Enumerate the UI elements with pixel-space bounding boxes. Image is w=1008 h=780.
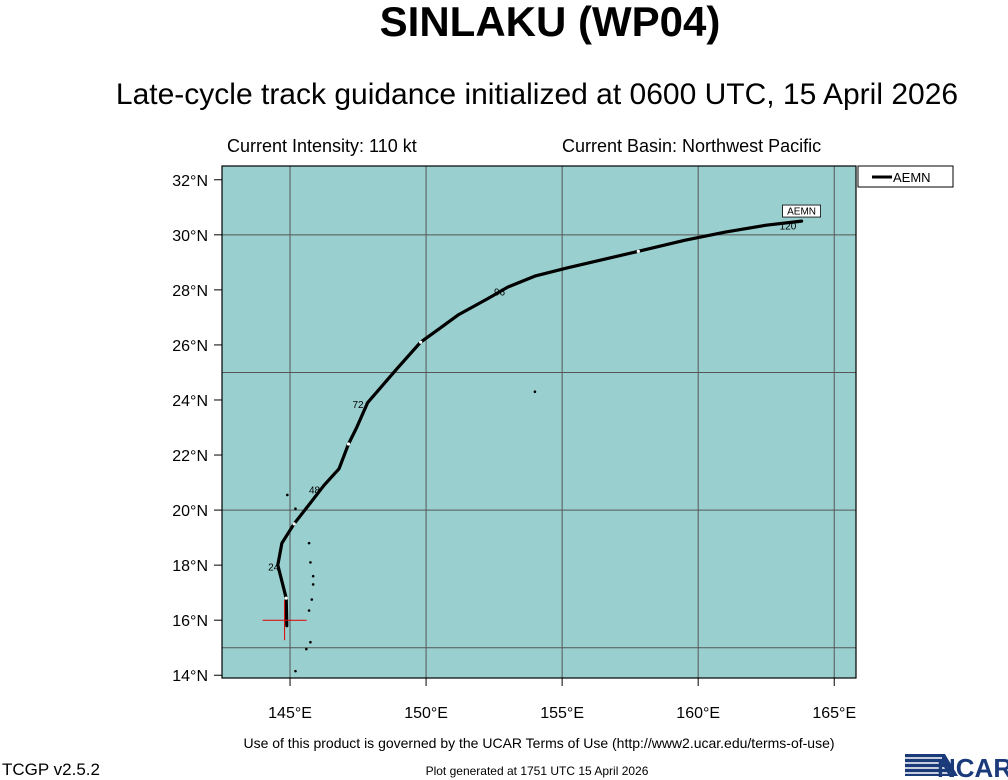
y-tick-label: 14°N bbox=[172, 668, 208, 685]
legend-label: AEMN bbox=[893, 170, 931, 185]
current-position-layer bbox=[262, 600, 307, 641]
grid-lines bbox=[222, 166, 856, 678]
forecast-hour-label: 24 bbox=[268, 563, 280, 574]
track-marker bbox=[636, 249, 640, 253]
island bbox=[294, 507, 297, 511]
ocean-background bbox=[222, 166, 856, 678]
y-tick-label: 20°N bbox=[172, 503, 208, 520]
y-tick-label: 22°N bbox=[172, 448, 208, 465]
current-basin: Current Basin: Northwest Pacific bbox=[562, 136, 821, 156]
ncar-logo-mark bbox=[905, 754, 958, 776]
island bbox=[311, 583, 315, 586]
island bbox=[309, 640, 312, 644]
x-tick-label: 155°E bbox=[540, 705, 584, 722]
x-tick-label: 145°E bbox=[268, 705, 312, 722]
legend: AEMN bbox=[857, 165, 954, 188]
forecast-hour-label: 48 bbox=[309, 486, 321, 497]
forecast-hour-label: 72 bbox=[352, 400, 364, 411]
islands-layer bbox=[286, 390, 537, 673]
forecast-hour-label: 96 bbox=[494, 287, 506, 298]
island bbox=[307, 541, 311, 545]
forecast-track-layer: 24 48 72 96 120 AEMN bbox=[268, 204, 821, 628]
ncar-logo-stripes bbox=[905, 757, 951, 774]
track-marker bbox=[419, 340, 423, 344]
y-tick-label: 24°N bbox=[172, 393, 208, 410]
y-tick-label: 18°N bbox=[172, 558, 208, 575]
track-end-label: AEMN bbox=[787, 207, 816, 218]
y-tick-label: 32°N bbox=[172, 173, 208, 190]
island bbox=[311, 574, 315, 578]
y-tick-label: 30°N bbox=[172, 228, 208, 245]
x-tick-label: 150°E bbox=[404, 705, 448, 722]
track-marker bbox=[284, 596, 288, 600]
y-tick-label: 28°N bbox=[172, 283, 208, 300]
plot-generated: Plot generated at 1751 UTC 15 April 2026 bbox=[426, 764, 649, 778]
version-label: TCGP v2.5.2 bbox=[2, 760, 100, 779]
x-tick-label: 165°E bbox=[812, 705, 856, 722]
track-end-label-box bbox=[782, 204, 821, 218]
current-intensity: Current Intensity: 110 kt bbox=[227, 136, 417, 156]
island bbox=[286, 493, 289, 497]
island bbox=[294, 669, 297, 673]
island bbox=[307, 609, 311, 612]
track-marker bbox=[346, 442, 351, 446]
y-tick-label: 26°N bbox=[172, 338, 208, 355]
map-panel: 24 48 72 96 120 AEMN 145°E 150°E 155°E 160°E 165°… bbox=[172, 165, 857, 722]
ncar-logo: NCAR bbox=[905, 753, 1008, 780]
x-axis: 145°E 150°E 155°E 160°E 165°E bbox=[268, 678, 856, 722]
page-subtitle: Late-cycle track guidance initialized at… bbox=[116, 78, 958, 111]
ncar-logo-text: NCAR bbox=[937, 753, 1008, 780]
y-tick-label: 16°N bbox=[172, 613, 208, 630]
island bbox=[310, 598, 314, 601]
island bbox=[533, 390, 537, 394]
track-marker bbox=[292, 522, 296, 526]
island bbox=[305, 647, 308, 651]
x-tick-label: 160°E bbox=[676, 705, 720, 722]
map-frame bbox=[221, 165, 857, 679]
terms-of-use: Use of this product is governed by the U… bbox=[243, 735, 834, 751]
island bbox=[309, 561, 312, 564]
y-axis: 14°N 16°N 18°N 20°N 22°N 24°N 26°N 28°N 30°N 32°N bbox=[172, 173, 222, 685]
page-title: SINLAKU (WP04) bbox=[380, 0, 721, 45]
legend-box bbox=[857, 165, 954, 188]
forecast-hour-label: 120 bbox=[780, 221, 797, 232]
